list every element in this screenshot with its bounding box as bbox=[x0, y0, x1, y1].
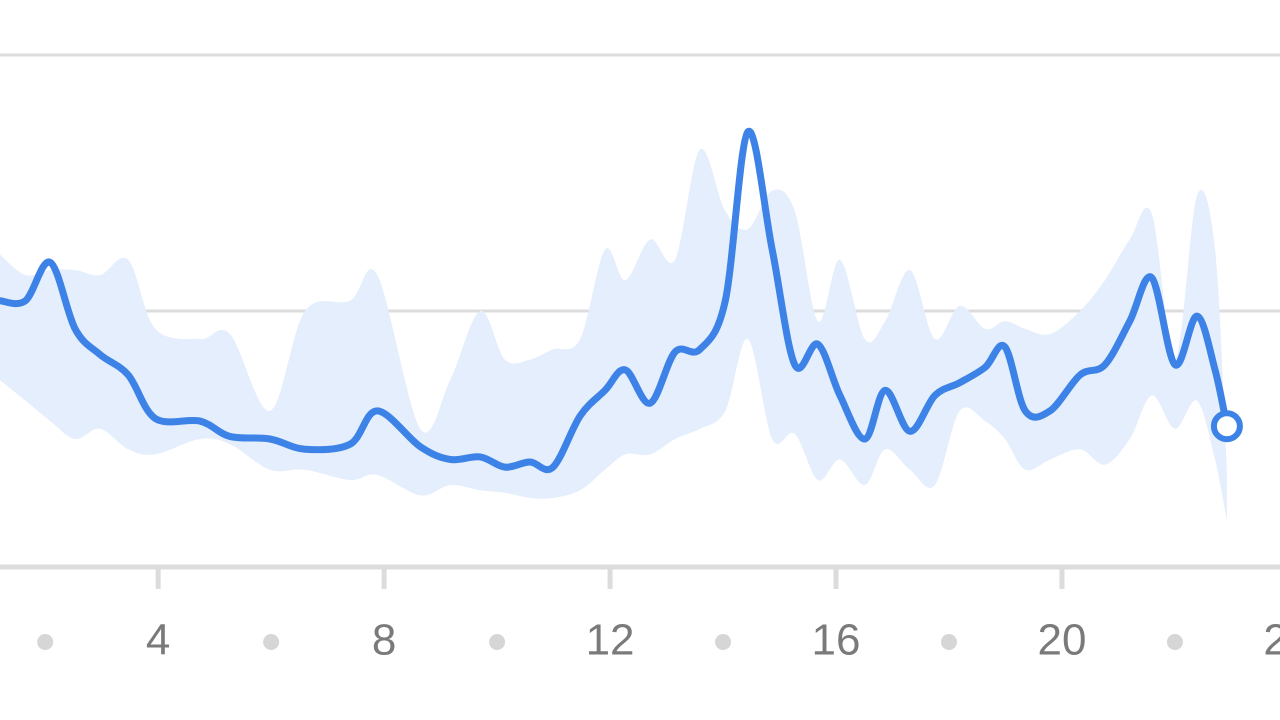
x-tick-label: 20 bbox=[1037, 616, 1086, 665]
band-area bbox=[0, 148, 1227, 521]
x-tick-label: 8 bbox=[372, 616, 396, 665]
x-minor-tick bbox=[37, 634, 54, 650]
x-minor-tick bbox=[1166, 634, 1183, 650]
x-tick-label: 16 bbox=[812, 616, 861, 665]
end-marker bbox=[1210, 410, 1243, 443]
x-minor-tick bbox=[489, 634, 506, 650]
x-tick-label: 4 bbox=[146, 616, 170, 665]
plot-area bbox=[0, 128, 1243, 521]
x-tick-label: 24 bbox=[1263, 616, 1280, 665]
line bbox=[0, 128, 1231, 474]
x-minor-tick bbox=[263, 634, 280, 650]
x-axis: 4 8 12 16 20 24 bbox=[37, 567, 1280, 665]
x-minor-tick bbox=[715, 634, 732, 650]
x-minor-tick bbox=[940, 634, 957, 650]
x-tick-label: 12 bbox=[586, 616, 635, 665]
